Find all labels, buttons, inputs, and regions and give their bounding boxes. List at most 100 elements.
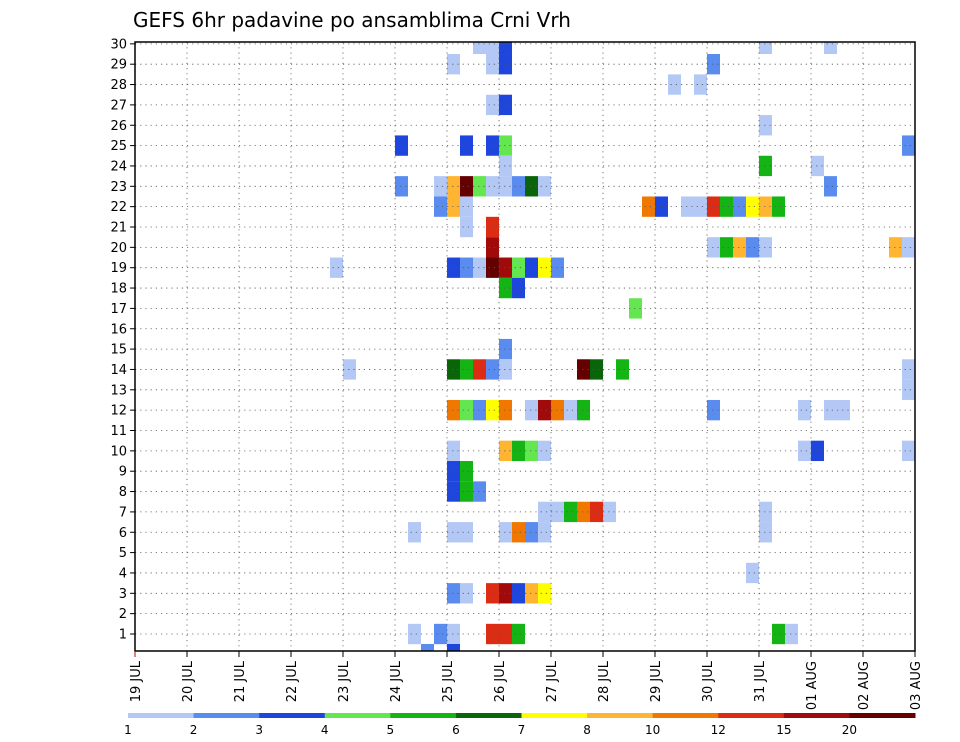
data-cell <box>538 522 551 543</box>
colorbar-label: 4 <box>321 723 329 737</box>
colorbar-segment <box>390 713 457 718</box>
data-cell <box>590 359 603 380</box>
data-cell <box>460 196 473 217</box>
y-tick-label: 23 <box>110 180 127 195</box>
x-tick-label: 20 JUL <box>181 660 196 702</box>
y-tick-label: 2 <box>119 607 127 622</box>
data-cell <box>486 94 499 116</box>
data-cell <box>655 196 668 217</box>
data-cell <box>746 237 759 258</box>
colorbar-label: 10 <box>645 723 660 737</box>
data-cell <box>499 522 512 543</box>
data-cell <box>486 399 499 421</box>
data-cell <box>759 196 772 217</box>
data-cell <box>694 74 707 95</box>
colorbar-segment <box>324 713 391 718</box>
data-cell <box>824 399 837 421</box>
x-tick-label: 28 JUL <box>597 660 612 702</box>
x-tick-label: 27 JUL <box>545 660 560 702</box>
colorbar-label: 1 <box>124 723 132 737</box>
data-cell <box>564 501 577 523</box>
data-cell <box>902 440 915 462</box>
data-cell <box>707 196 720 217</box>
y-tick-label: 26 <box>110 119 127 134</box>
x-tick-label: 19 JUL <box>129 660 144 702</box>
y-tick-label: 27 <box>110 98 127 113</box>
data-cell <box>525 583 538 604</box>
data-cell <box>447 644 460 651</box>
data-cell <box>499 176 512 197</box>
data-cell <box>473 399 486 421</box>
data-cell <box>811 440 824 462</box>
colorbar-segment <box>718 713 785 718</box>
data-cell <box>447 440 460 462</box>
data-cell <box>473 359 486 380</box>
data-cell <box>512 522 525 543</box>
data-cell <box>447 399 460 421</box>
data-cell <box>668 74 681 95</box>
colorbar-segment <box>521 713 588 718</box>
y-tick-label: 20 <box>110 241 127 256</box>
data-cell <box>837 399 850 421</box>
colorbar-segment <box>259 713 326 718</box>
cells-layer <box>330 42 915 651</box>
data-cell <box>720 237 733 258</box>
data-cell <box>512 176 525 197</box>
data-cell <box>447 257 460 278</box>
data-cell <box>759 501 772 523</box>
data-cell <box>590 501 603 523</box>
data-cell <box>473 176 486 197</box>
colorbar-segment <box>128 713 195 718</box>
data-cell <box>499 359 512 380</box>
data-cell <box>694 196 707 217</box>
y-tick-label: 13 <box>110 383 127 398</box>
data-cell <box>473 42 486 55</box>
data-cell <box>486 237 499 258</box>
data-cell <box>746 562 759 584</box>
y-tick-label: 17 <box>110 302 127 317</box>
data-cell <box>629 298 642 319</box>
data-cell <box>460 461 473 482</box>
colorbar-label: 20 <box>842 723 857 737</box>
grid-lines <box>135 42 915 651</box>
data-cell <box>447 359 460 380</box>
plot-frame <box>134 41 916 652</box>
x-tick-label: 03 AUG <box>909 661 924 710</box>
data-cell <box>499 135 512 156</box>
y-axis-labels: 1234567891011121314151617181920212223242… <box>110 37 135 643</box>
data-cell <box>733 196 746 217</box>
y-tick-label: 16 <box>110 322 127 337</box>
data-cell <box>642 196 655 217</box>
data-cell <box>499 42 512 55</box>
data-cell <box>824 176 837 197</box>
data-cell <box>343 359 356 380</box>
data-cell <box>499 623 512 645</box>
data-cell <box>499 257 512 278</box>
data-cell <box>733 237 746 258</box>
data-cell <box>486 176 499 197</box>
data-cell <box>447 583 460 604</box>
colorbar-segment <box>455 713 522 718</box>
y-tick-label: 12 <box>110 404 127 419</box>
data-cell <box>395 176 408 197</box>
data-cell <box>538 583 551 604</box>
y-tick-label: 7 <box>119 505 127 520</box>
data-cell <box>538 501 551 523</box>
data-cell <box>902 135 915 156</box>
data-cell <box>720 196 733 217</box>
data-cell <box>421 644 434 651</box>
colorbar-segment <box>193 713 260 718</box>
y-tick-label: 18 <box>110 282 127 297</box>
colorbar-segment <box>652 713 719 718</box>
data-cell <box>603 501 616 523</box>
data-cell <box>460 135 473 156</box>
data-cell <box>824 42 837 55</box>
data-cell <box>460 359 473 380</box>
data-cell <box>746 196 759 217</box>
data-cell <box>486 135 499 156</box>
y-tick-label: 15 <box>110 343 127 358</box>
data-cell <box>499 155 512 177</box>
data-cell <box>486 623 499 645</box>
data-cell <box>499 54 512 75</box>
data-cell <box>707 399 720 421</box>
